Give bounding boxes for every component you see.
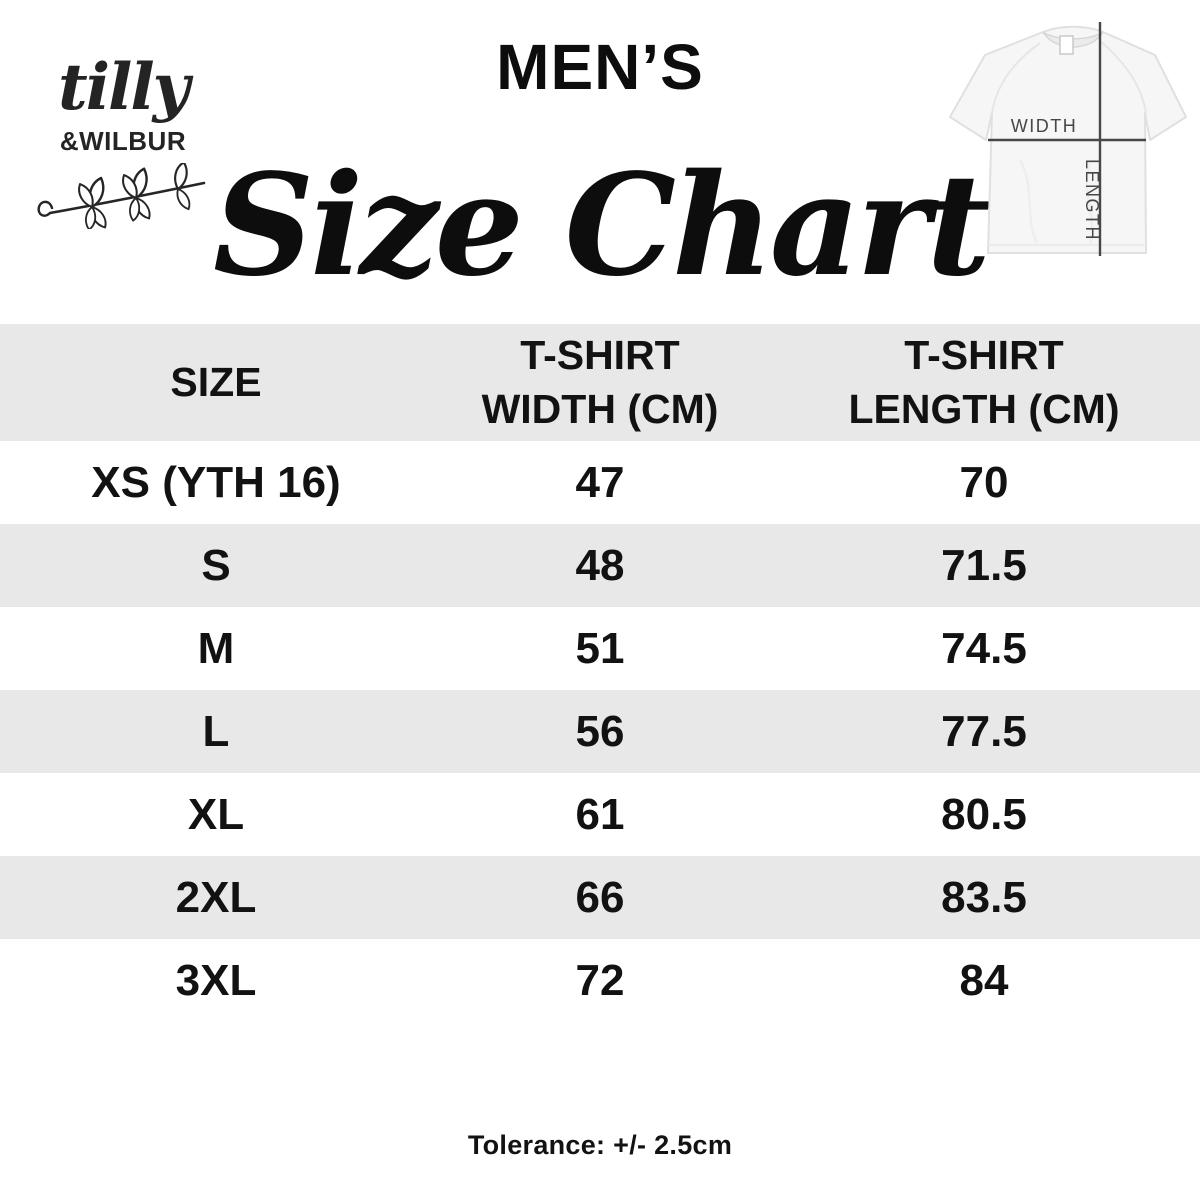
length-cell: 80.5 bbox=[941, 789, 1027, 839]
table-row: 3XL 72 84 bbox=[0, 939, 1200, 1022]
neck-label bbox=[1059, 35, 1074, 55]
tolerance-note: Tolerance: +/- 2.5cm bbox=[467, 1130, 733, 1160]
col-header-width-line1: T-SHIRT bbox=[520, 332, 680, 379]
size-cell: S bbox=[0, 524, 432, 607]
brand-name-caps: &WILBUR bbox=[59, 126, 187, 156]
length-cell: 77.5 bbox=[768, 690, 1200, 773]
page-title: Size Chart bbox=[213, 144, 991, 308]
width-cell: 51 bbox=[575, 623, 625, 673]
tshirt-diagram: WIDTH LENGTH bbox=[949, 22, 1187, 256]
table-header-row: SIZE T-SHIRT WIDTH (CM) T-SHIRT LENGTH (… bbox=[0, 324, 1200, 441]
brand-logo: tilly &WILBUR bbox=[28, 48, 218, 229]
measure-lines: WIDTH LENGTH bbox=[988, 22, 1146, 256]
sleeve-seam-right bbox=[1099, 40, 1147, 114]
col-header-width-line2: WIDTH (CM) bbox=[481, 385, 719, 432]
wrinkle bbox=[1085, 162, 1094, 246]
col-header-length: T-SHIRT LENGTH (CM) bbox=[768, 324, 1200, 441]
width-cell: 56 bbox=[432, 690, 768, 773]
table-row: M 51 74.5 bbox=[0, 607, 1200, 690]
table-row: XS (YTH 16) 47 70 bbox=[0, 441, 1200, 524]
width-cell: 47 bbox=[575, 457, 625, 507]
col-header-size-label: SIZE bbox=[170, 358, 262, 405]
wrinkle bbox=[1018, 159, 1039, 244]
size-cell: M bbox=[197, 623, 235, 673]
length-cell: 83.5 bbox=[768, 856, 1200, 939]
size-table: SIZE T-SHIRT WIDTH (CM) T-SHIRT LENGTH (… bbox=[0, 324, 1200, 1022]
width-measure-label: WIDTH bbox=[1011, 116, 1077, 136]
brand-name-script: tilly bbox=[58, 50, 190, 125]
col-header-size: SIZE bbox=[0, 324, 432, 441]
col-header-length-line1: T-SHIRT bbox=[904, 332, 1064, 379]
length-measure-label: LENGTH bbox=[1082, 159, 1102, 241]
category-title: MEN’S bbox=[496, 31, 704, 103]
size-cell: XL bbox=[187, 789, 245, 839]
width-cell: 72 bbox=[575, 955, 625, 1005]
length-cell: 70 bbox=[959, 457, 1009, 507]
col-header-length-line2: LENGTH (CM) bbox=[848, 385, 1120, 432]
table-row: XL 61 80.5 bbox=[0, 773, 1200, 856]
table-row: S 48 71.5 bbox=[0, 524, 1200, 607]
length-cell: 71.5 bbox=[768, 524, 1200, 607]
col-header-width: T-SHIRT WIDTH (CM) bbox=[432, 324, 768, 441]
size-cell: L bbox=[0, 690, 432, 773]
length-cell: 74.5 bbox=[941, 623, 1027, 673]
size-cell: 2XL bbox=[0, 856, 432, 939]
width-cell: 61 bbox=[575, 789, 625, 839]
width-cell: 48 bbox=[432, 524, 768, 607]
sleeve-seam-left bbox=[991, 42, 1041, 114]
size-cell: XS (YTH 16) bbox=[91, 457, 341, 507]
laurel-branch-icon bbox=[37, 163, 206, 229]
table-row: L 56 77.5 bbox=[0, 690, 1200, 773]
length-cell: 84 bbox=[959, 955, 1009, 1005]
size-cell: 3XL bbox=[175, 955, 257, 1005]
width-cell: 66 bbox=[432, 856, 768, 939]
table-row: 2XL 66 83.5 bbox=[0, 856, 1200, 939]
